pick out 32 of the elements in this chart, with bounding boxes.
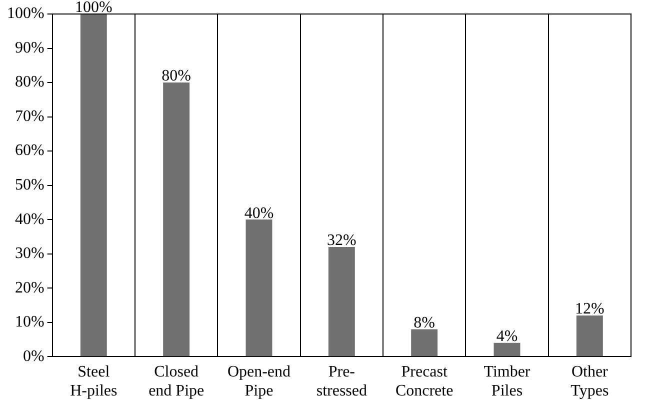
y-tick-label: 70% bbox=[15, 108, 44, 125]
bar bbox=[80, 14, 107, 356]
y-tick-label: 50% bbox=[15, 176, 44, 194]
y-tick-label: 80% bbox=[15, 74, 44, 91]
bar bbox=[246, 220, 272, 356]
data-label: 80% bbox=[162, 68, 191, 85]
bar bbox=[576, 315, 603, 356]
x-tick-label: Precast Concrete bbox=[395, 363, 454, 400]
y-tick-label: 0% bbox=[23, 348, 44, 365]
data-label: 4% bbox=[496, 328, 518, 346]
bar bbox=[411, 329, 438, 356]
y-tick-label: 90% bbox=[15, 39, 44, 56]
data-label: 40% bbox=[244, 204, 274, 222]
bar bbox=[163, 82, 190, 356]
y-tick-label: 60% bbox=[15, 142, 44, 160]
y-tick-label: 10% bbox=[15, 314, 44, 331]
x-tick-label: Timber Piles bbox=[484, 363, 531, 400]
x-tick-label: Closed end Pipe bbox=[148, 363, 204, 400]
data-label: 8% bbox=[414, 314, 435, 332]
x-tick-label: Other Types bbox=[570, 363, 609, 400]
x-tick-label: Pre- stressed bbox=[316, 363, 367, 400]
y-tick-label: 40% bbox=[15, 210, 44, 228]
y-tick-label: 30% bbox=[15, 245, 44, 262]
data-label: 100% bbox=[75, 0, 112, 16]
y-tick-label: 100% bbox=[7, 5, 44, 22]
data-label: 32% bbox=[327, 232, 356, 250]
x-tick-label: Steel H-piles bbox=[70, 363, 118, 400]
bar bbox=[328, 246, 355, 356]
y-tick-label: 20% bbox=[15, 279, 44, 296]
bar bbox=[494, 342, 520, 356]
x-tick-label: Open-end Pipe bbox=[227, 363, 291, 400]
data-label: 12% bbox=[575, 300, 604, 318]
